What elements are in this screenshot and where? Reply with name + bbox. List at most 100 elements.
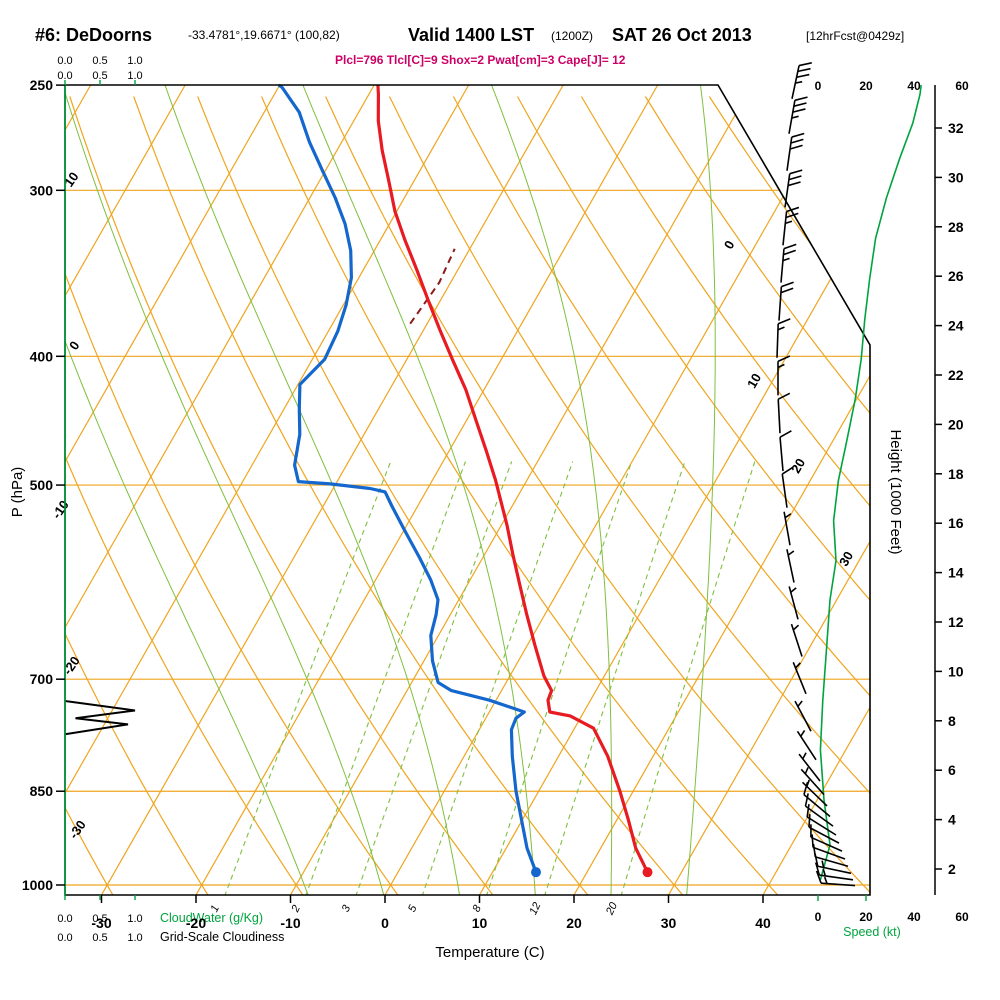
cloudwater-scale-bottom: 0.0 [57, 913, 72, 925]
isotherm-line [65, 85, 470, 895]
wind-barb-staff [777, 399, 781, 434]
dry-adiabat-line [516, 96, 870, 895]
wind-barb-full [814, 853, 819, 867]
mixing-ratio-label: 8 [471, 903, 485, 914]
speed-scale-top: 40 [907, 79, 921, 93]
wind-barb-half [822, 868, 827, 877]
cloudwater-scale-top: 1.0 [127, 55, 142, 67]
wind-barb-full [777, 318, 791, 325]
isotherm-label: 10 [744, 371, 764, 391]
isotherm-line [573, 85, 870, 895]
surface-dew-dot [530, 867, 541, 878]
dewpoint-curve [277, 83, 538, 873]
cloudwater-scale-top: 0.0 [57, 55, 72, 67]
temp-tick-label: 30 [661, 915, 677, 931]
wind-barb-staff [786, 136, 793, 171]
wind-barb-full [781, 466, 794, 475]
speed-axis-title: Speed (kt) [843, 925, 901, 939]
speed-scale-bottom: 60 [955, 910, 969, 924]
temperature-curve [376, 85, 649, 873]
isotherm-line [100, 85, 564, 895]
wind-barb-full [779, 430, 792, 438]
wind-barb-full [789, 169, 803, 175]
temp-tick-label: -20 [186, 915, 206, 931]
speed-scale-top: 20 [859, 79, 873, 93]
isotherm-line [478, 85, 870, 895]
wind-barb-full [793, 102, 807, 107]
dry-adiabat-line [261, 96, 780, 895]
temp-tick-label: -30 [91, 915, 111, 931]
temp-tick-label: 40 [755, 915, 771, 931]
moist-adiabat-line [65, 85, 385, 895]
isotherm-line [65, 85, 281, 895]
wind-barb-full [804, 793, 809, 807]
stability-params: Plcl=796 Tlcl[C]=9 Shox=2 Pwat[cm]=3 Cap… [335, 53, 626, 67]
temp-tick-label: -10 [280, 915, 300, 931]
wind-barb-full [788, 175, 802, 181]
wind-barb-full [780, 287, 794, 294]
mixing-ratio-label: 20 [604, 900, 621, 918]
wind-barb-half [797, 700, 803, 707]
height-tick-label: 20 [948, 416, 964, 432]
wind-barb-half [785, 220, 793, 225]
dry-adiabat-line [452, 96, 870, 895]
dry-adiabat-label: -10 [49, 497, 72, 521]
temp-axis-title: Temperature (C) [435, 944, 544, 961]
dry-adiabat-label: 10 [61, 169, 82, 189]
moist-adiabat-line [302, 85, 536, 895]
height-tick-label: 24 [948, 318, 964, 334]
dry-adiabat-line [644, 96, 870, 895]
dry-adiabat-line [325, 96, 870, 895]
temp-tick-label: 0 [381, 915, 389, 931]
cloudiness-scale-top: 0.5 [92, 70, 107, 82]
cloudwater-scale-top: 0.5 [92, 55, 107, 67]
pressure-tick-label: 700 [30, 671, 54, 687]
speed-scale-top: 60 [955, 79, 969, 93]
height-tick-label: 8 [948, 713, 956, 729]
cloudiness-scale-top: 0.0 [57, 70, 72, 82]
wind-barb-staff [798, 753, 821, 782]
cloudiness-curve [64, 700, 136, 736]
mixing-ratio-line [223, 461, 392, 895]
pressure-tick-label: 400 [30, 348, 54, 364]
dry-adiabat-line [580, 96, 870, 895]
height-tick-label: 10 [948, 663, 964, 679]
pressure-tick-label: 1000 [22, 877, 53, 893]
wind-barb-full [777, 355, 791, 363]
wind-barb-full [806, 804, 810, 818]
mixing-ratio-label: 2 [289, 903, 303, 915]
wind-barb-full [808, 814, 811, 828]
mixing-ratio-line [620, 461, 756, 895]
wind-barb-staff [806, 816, 837, 836]
wind-barb-staff [778, 286, 783, 321]
dry-adiabat-line [197, 96, 685, 895]
height-tick-label: 4 [948, 812, 956, 828]
dry-adiabat-line [65, 96, 400, 895]
speed-scale-bottom: 0 [815, 910, 822, 924]
temp-tick-label: 20 [566, 915, 582, 931]
wind-barb-staff [776, 323, 779, 358]
wind-barb-half [823, 876, 828, 884]
wind-barb-full [791, 132, 805, 138]
wind-barb-staff [781, 473, 788, 508]
wind-barb-staff [812, 846, 846, 860]
wind-barb-staff [792, 662, 807, 695]
wind-barb-half [802, 752, 807, 760]
wind-barb-full [783, 249, 796, 256]
mixing-ratio-line [355, 461, 513, 895]
cloudwater-scale-bottom: 1.0 [127, 913, 142, 925]
cloudwater-label: CloudWater (g/Kg) [160, 911, 263, 925]
moist-adiabat-line [491, 85, 613, 895]
height-axis-title: Height (1000 Feet) [887, 429, 904, 554]
height-tick-label: 14 [948, 565, 964, 581]
wind-barb-staff [779, 437, 784, 472]
speed-scale-bottom: 20 [859, 910, 873, 924]
wind-barb-half [821, 860, 825, 868]
wind-barb-half [782, 257, 790, 262]
wind-barb-full [796, 73, 810, 79]
valid-time: Valid 1400 LST [408, 25, 534, 45]
wind-speed-curve [819, 84, 922, 881]
wind-barb-staff [790, 623, 803, 657]
